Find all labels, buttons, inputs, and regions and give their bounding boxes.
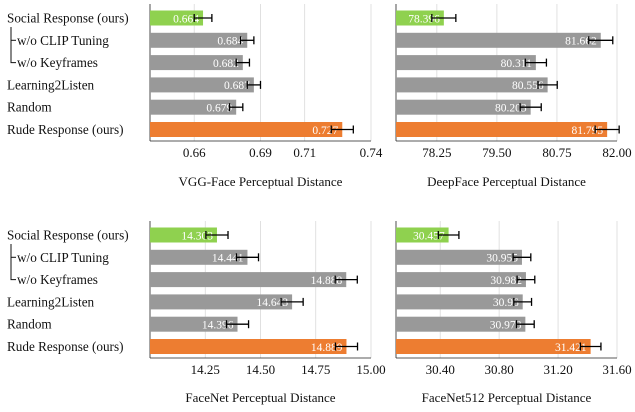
bar-value-label: 30.978 xyxy=(490,320,522,332)
bar-value-label: 0.684 xyxy=(217,36,243,48)
bar-value-label: 30.457 xyxy=(413,230,445,242)
bar-value-label: 30.982 xyxy=(490,275,522,287)
bar-value-label: 14.441 xyxy=(212,253,244,265)
bar-value-label: 31.421 xyxy=(555,342,587,354)
bar-value-label: 0.727 xyxy=(312,125,338,137)
x-axis-label: VGG-Face Perceptual Distance xyxy=(179,174,343,189)
bar xyxy=(150,77,254,93)
row-label: Learning2Listen xyxy=(7,294,95,309)
x-tick-label: 14.50 xyxy=(246,362,275,377)
x-tick-label: 31.20 xyxy=(543,362,572,377)
bar xyxy=(150,339,347,354)
bar xyxy=(396,339,591,354)
bar xyxy=(396,249,522,265)
bar xyxy=(396,32,601,48)
x-tick-label: 15.00 xyxy=(356,362,385,377)
bar xyxy=(396,294,523,310)
row-label: Random xyxy=(7,100,52,115)
bar xyxy=(150,10,204,26)
bar xyxy=(396,55,536,71)
x-axis-label: FaceNet512 Perceptual Distance xyxy=(422,390,592,405)
bar xyxy=(396,122,608,137)
x-tick-label: 80.75 xyxy=(542,145,571,160)
x-tick-label: 0.66 xyxy=(183,145,206,160)
row-label: Social Response (ours) xyxy=(7,11,129,26)
row-label: Rude Response (ours) xyxy=(7,122,123,137)
bar xyxy=(150,272,347,288)
ablation-bracket xyxy=(10,244,16,281)
x-tick-label: 0.71 xyxy=(293,145,316,160)
bar xyxy=(150,55,243,71)
bar xyxy=(396,227,449,243)
x-axis-label: DeepFace Perceptual Distance xyxy=(427,174,586,189)
bar xyxy=(150,294,293,310)
bar xyxy=(150,249,248,265)
bar-value-label: 0.682 xyxy=(213,58,239,70)
x-tick-label: 31.60 xyxy=(602,362,631,377)
bar-value-label: 14.643 xyxy=(256,297,288,309)
bar-value-label: 0.687 xyxy=(224,80,250,92)
bar xyxy=(150,99,237,115)
bar-value-label: 78.396 xyxy=(408,13,440,25)
bar-value-label: 80.556 xyxy=(512,80,544,92)
bar xyxy=(150,32,248,48)
row-label: Social Response (ours) xyxy=(7,228,129,243)
bar-value-label: 81.795 xyxy=(572,125,604,137)
bar xyxy=(396,99,531,115)
x-tick-label: 14.25 xyxy=(191,362,220,377)
bar-value-label: 81.662 xyxy=(565,36,597,48)
row-label: Rude Response (ours) xyxy=(7,339,123,354)
row-label: Learning2Listen xyxy=(7,77,95,92)
x-tick-label: 0.69 xyxy=(249,145,272,160)
bar-value-label: 80.203 xyxy=(495,103,527,115)
bar-value-label: 80.311 xyxy=(501,58,532,70)
x-tick-label: 0.74 xyxy=(360,145,383,160)
bar xyxy=(150,227,217,243)
bar xyxy=(396,316,526,332)
bar xyxy=(396,272,526,288)
bar xyxy=(150,122,343,137)
bar-value-label: 14.889 xyxy=(311,342,343,354)
x-axis-label: FaceNet Perceptual Distance xyxy=(185,390,335,405)
x-tick-label: 14.75 xyxy=(301,362,330,377)
bar-value-label: 14.396 xyxy=(202,320,234,332)
x-tick-label: 82.00 xyxy=(602,145,631,160)
bar-value-label: 14.303 xyxy=(181,230,213,242)
x-tick-label: 78.25 xyxy=(422,145,451,160)
row-label: w/o CLIP Tuning xyxy=(17,250,109,265)
x-tick-label: 30.80 xyxy=(485,362,514,377)
row-label: w/o Keyframes xyxy=(17,272,98,287)
ablation-bracket xyxy=(10,27,16,64)
bar-value-label: 0.664 xyxy=(173,13,199,25)
bar-value-label: 14.888 xyxy=(311,275,343,287)
bar-value-label: 30.955 xyxy=(486,253,518,265)
row-label: w/o CLIP Tuning xyxy=(17,33,109,48)
bar-value-label: 0.679 xyxy=(206,103,232,115)
bar xyxy=(150,316,238,332)
x-tick-label: 79.50 xyxy=(482,145,511,160)
bar-value-label: 30.96 xyxy=(493,297,519,309)
x-tick-label: 30.40 xyxy=(426,362,455,377)
row-label: Random xyxy=(7,317,52,332)
row-label: w/o Keyframes xyxy=(17,55,98,70)
bar xyxy=(396,77,548,93)
